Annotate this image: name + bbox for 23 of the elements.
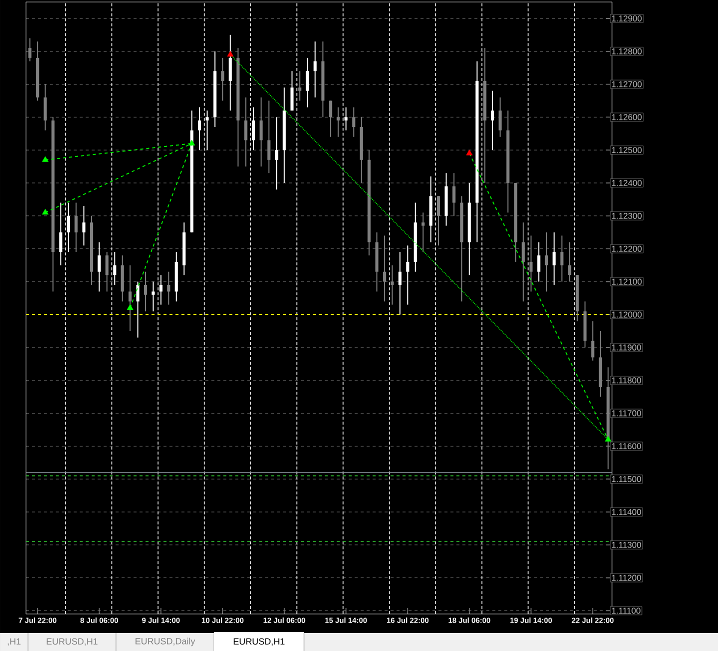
y-tick-label: 1.11100 [612, 608, 640, 614]
y-tick-label: 1.12000 [612, 311, 642, 318]
y-tick-label: 1.12100 [612, 278, 642, 285]
text: EURUSD,H1 [234, 638, 284, 646]
y-tick-label: 1.12400 [612, 180, 642, 186]
y-tick-label: 1.11400 [612, 508, 642, 515]
y-tick-label: 1.11800 [612, 377, 642, 384]
y-tick-label: 1.12700 [612, 81, 642, 88]
y-tick-label: 1.11200 [612, 574, 642, 581]
y-tick-label: 1.12200 [612, 246, 642, 252]
y-tick-label: 1.11300 [612, 542, 642, 548]
y-tick-label: 1.12300 [612, 212, 642, 219]
y-tick-label: 1.12900 [612, 15, 642, 22]
y-tick-label: 1.11700 [612, 410, 642, 416]
text: EURUSD,Daily [136, 638, 196, 646]
y-tick-label: 1.12500 [612, 146, 642, 153]
y-tick-label: 1.12800 [612, 48, 642, 54]
text: EURUSD,H1 [46, 638, 98, 646]
y-tick-label: 1.11500 [612, 476, 642, 482]
y-tick-label: 1.12600 [612, 114, 642, 120]
text: ,H1 [8, 638, 21, 646]
y-tick-label: 1.11600 [612, 443, 642, 450]
y-tick-label: 1.11900 [612, 344, 642, 350]
